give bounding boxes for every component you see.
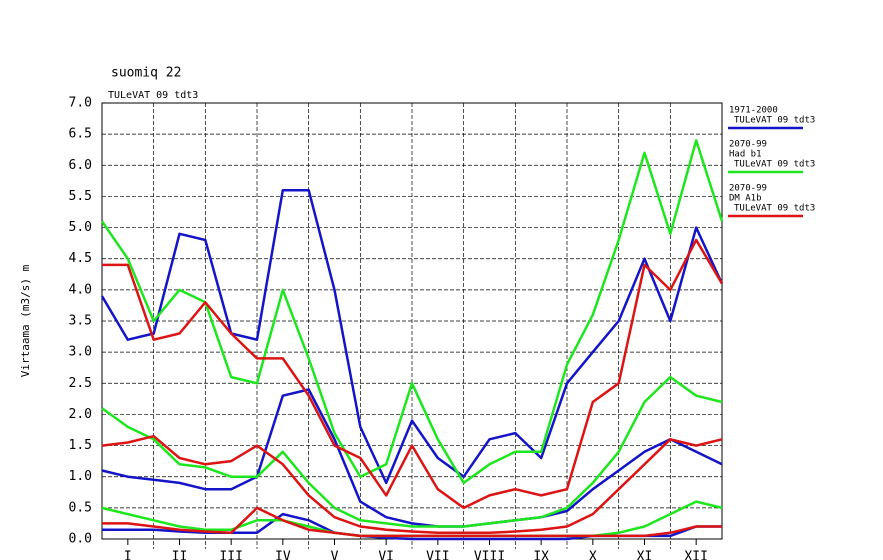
- series-line: [100, 188, 724, 485]
- y-tick-label: 1.5: [69, 438, 92, 453]
- y-tick-label: 6.5: [69, 127, 92, 142]
- legend-label: TULeVAT 09 tdt3: [734, 204, 815, 214]
- x-tick-label: VII: [426, 550, 449, 560]
- legend-label: 2070-99: [729, 140, 767, 150]
- legend-label: TULeVAT 09 tdt3: [734, 160, 815, 170]
- legend-label: TULeVAT 09 tdt3: [734, 116, 815, 126]
- x-tick-label: I: [124, 550, 132, 560]
- y-tick-label: 2.0: [69, 407, 92, 422]
- y-tick-label: 6.0: [69, 158, 92, 173]
- y-tick-label: 3.5: [69, 314, 92, 329]
- x-tick-label: III: [219, 550, 242, 560]
- series-line: [101, 388, 723, 528]
- y-tick-label: 7.0: [69, 96, 92, 111]
- legend-label: Had b1: [729, 150, 762, 160]
- y-axis-label: Virtaama (m3/s) m: [19, 264, 32, 377]
- x-tick-label: VIII: [474, 550, 505, 560]
- y-tick-label: 5.5: [69, 189, 92, 204]
- y-tick-label: 4.0: [69, 282, 92, 297]
- y-tick-label: 3.0: [69, 345, 92, 360]
- chart-subtitle: TULeVAT 09 tdt3: [108, 90, 198, 101]
- legend-label: 1971-2000: [729, 106, 778, 116]
- y-tick-label: 1.0: [69, 469, 92, 484]
- x-tick-label: XII: [684, 550, 707, 560]
- x-tick-label: VI: [378, 550, 394, 560]
- chart-title: suomiq 22: [111, 66, 181, 81]
- x-tick-label: IX: [533, 550, 549, 560]
- y-tick-label: 0.0: [69, 532, 92, 547]
- series-line: [101, 375, 723, 528]
- x-tick-label: II: [172, 550, 188, 560]
- y-tick-label: 4.5: [69, 251, 92, 266]
- x-tick-label: X: [589, 550, 597, 560]
- series-line: [102, 506, 722, 538]
- x-tick-label: IV: [275, 550, 291, 560]
- series-line: [102, 238, 724, 510]
- x-tick-label: V: [331, 550, 339, 560]
- series-line: [101, 434, 723, 535]
- x-tick-label: XI: [637, 550, 653, 560]
- legend-label: 2070-99: [729, 184, 767, 194]
- y-tick-label: 0.5: [69, 500, 92, 515]
- y-tick-label: 5.0: [69, 220, 92, 235]
- legend-label: DM A1b: [729, 194, 762, 204]
- y-tick-label: 2.5: [69, 376, 92, 391]
